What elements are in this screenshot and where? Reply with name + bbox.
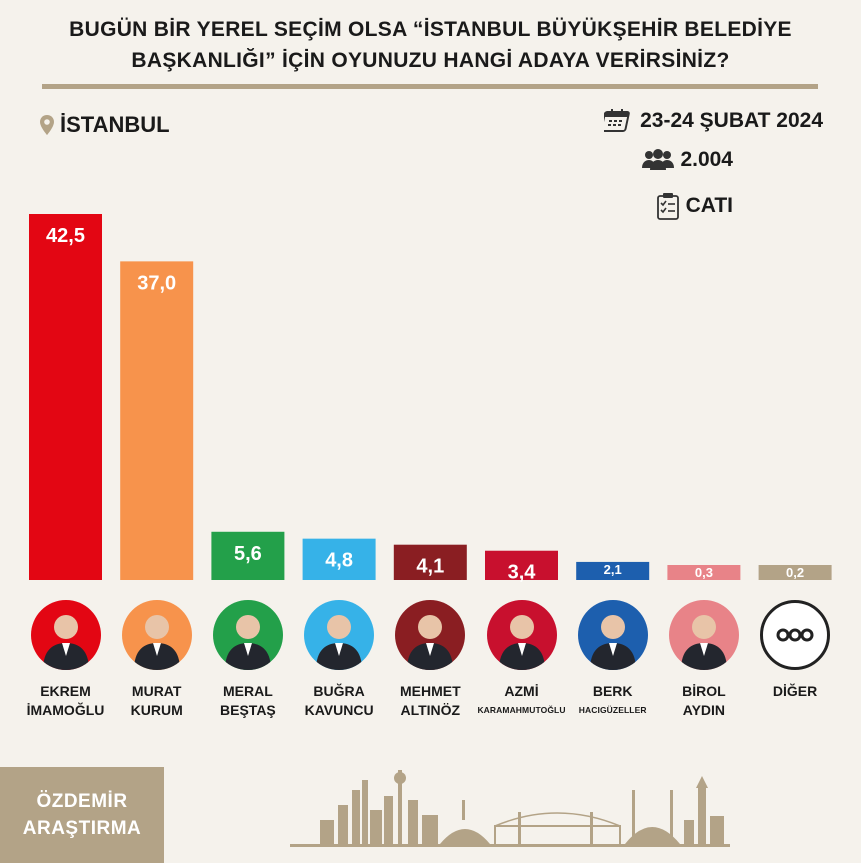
candidate-name-line-2: BEŞTAŞ [220,702,276,718]
candidate-name-line-1: DİĞER [772,683,818,699]
candidate-name-line-2: İMAMOĞLU [26,702,105,718]
candidate-name-line-2: KARAMAHMUTOĞLU [477,705,566,715]
survey-method-label: CATI [685,194,733,217]
bar-2 [120,261,194,580]
people-icon [642,149,675,170]
candidate-name-line-2: ALTINÖZ [400,702,461,718]
candidate-name-5: MEHMET ALTINÖZ [375,682,485,720]
candidate-name-line-1: BİROL [682,683,726,699]
clipboard-icon [656,193,679,220]
person-silhouette-icon [498,615,545,670]
bar-6 [485,550,558,580]
bar-value-label-3: 5,6 [234,543,262,565]
candidate-name-line-1: BERK [592,683,633,699]
brand-line-1: ÖZDEMİR [36,791,128,812]
location: İSTANBUL [40,112,170,138]
brand-logo: ÖZDEMİR ARAŞTIRMA [0,767,164,863]
location-pin-icon [40,115,54,135]
candidate-avatar-7 [577,600,648,670]
location-label: İSTANBUL [60,112,170,137]
bar-chart: 42,5 37,0 5,6 4,8 4,1 3,4 2,1 0,3 0,2 [29,214,832,584]
candidate-name-line-1: MERAL [223,683,273,699]
candidate-name-line-1: MURAT [131,683,182,699]
candidate-avatar-9 [760,600,831,670]
candidate-avatar-8 [668,600,739,670]
bar-8 [667,565,741,580]
survey-method: CATI [656,192,733,220]
person-silhouette-icon [680,615,727,670]
candidate-avatar-1 [30,600,101,670]
candidate-name-4: BUĞRA KAVUNCU [284,682,394,720]
candidate-name-2: MURAT KURUM [102,682,212,720]
bar-value-label-6: 3,4 [508,562,537,584]
chart-title: BUGÜN BİR YEREL SEÇİM OLSA “İSTANBUL BÜY… [0,14,861,76]
bar-value-label-2: 37,0 [137,272,176,294]
title-line-1: BUGÜN BİR YEREL SEÇİM OLSA “İSTANBUL BÜY… [69,18,792,41]
person-silhouette-icon [42,615,89,670]
sample-size-label: 2.004 [680,148,733,171]
candidate-avatar-5 [395,600,466,670]
candidate-name-line-2: KAVUNCU [304,702,374,718]
bar-value-label-7: 2,1 [604,562,622,577]
candidate-name-6: AZMİ KARAMAHMUTOĞLU [467,682,577,720]
sample-size: 2.004 [642,148,733,172]
survey-date-label: 23-24 ŞUBAT 2024 [640,109,823,132]
bar-5 [393,544,467,580]
bar-value-label-1: 42,5 [46,225,85,247]
bar-value-label-8: 0,3 [695,565,713,580]
candidate-name-line-1: BUĞRA [313,683,365,699]
candidate-name-line-2: KURUM [130,702,183,718]
bar-9 [758,565,832,580]
title-line-2: BAŞKANLIĞI” İÇİN OYUNUZU HANGİ ADAYA VER… [131,49,730,72]
candidate-name-3: MERAL BEŞTAŞ [193,682,303,720]
title-divider [42,84,818,89]
candidate-avatar-3 [212,600,283,670]
person-silhouette-icon [589,615,636,670]
candidate-avatar-2 [121,600,192,670]
candidate-name-line-2: AYDIN [682,702,726,718]
bar-3 [211,531,285,580]
candidate-name-line-1: AZMİ [504,683,539,699]
person-silhouette-icon [133,615,180,670]
candidate-name-line-2: HACIGÜZELLER [578,705,647,715]
candidate-name-8: BİROL AYDIN [649,682,759,720]
brand-line-2: ARAŞTIRMA [22,818,142,839]
bar-7 [576,561,650,580]
istanbul-skyline-icon [290,770,730,847]
more-dots-icon [776,628,814,642]
person-silhouette-icon [316,615,363,670]
calendar-icon [604,109,630,132]
candidate-name-line-1: EKREM [40,683,91,699]
bar-4 [302,538,376,580]
bar-value-label-5: 4,1 [416,556,444,578]
bar-value-label-4: 4,8 [325,550,353,572]
person-silhouette-icon [224,615,271,670]
survey-date: 23-24 ŞUBAT 2024 [604,108,823,134]
bar-1 [29,214,102,580]
candidate-name-7: BERK HACIGÜZELLER [558,682,668,720]
bar-value-label-9: 0,2 [786,565,804,580]
candidate-name-1: EKREM İMAMOĞLU [11,682,121,720]
candidate-avatar-4 [304,600,375,670]
person-silhouette-icon [407,615,454,670]
candidate-avatar-6 [486,600,557,670]
candidate-name-line-1: MEHMET [399,683,461,699]
candidate-name-9: DİĞER [740,682,850,701]
